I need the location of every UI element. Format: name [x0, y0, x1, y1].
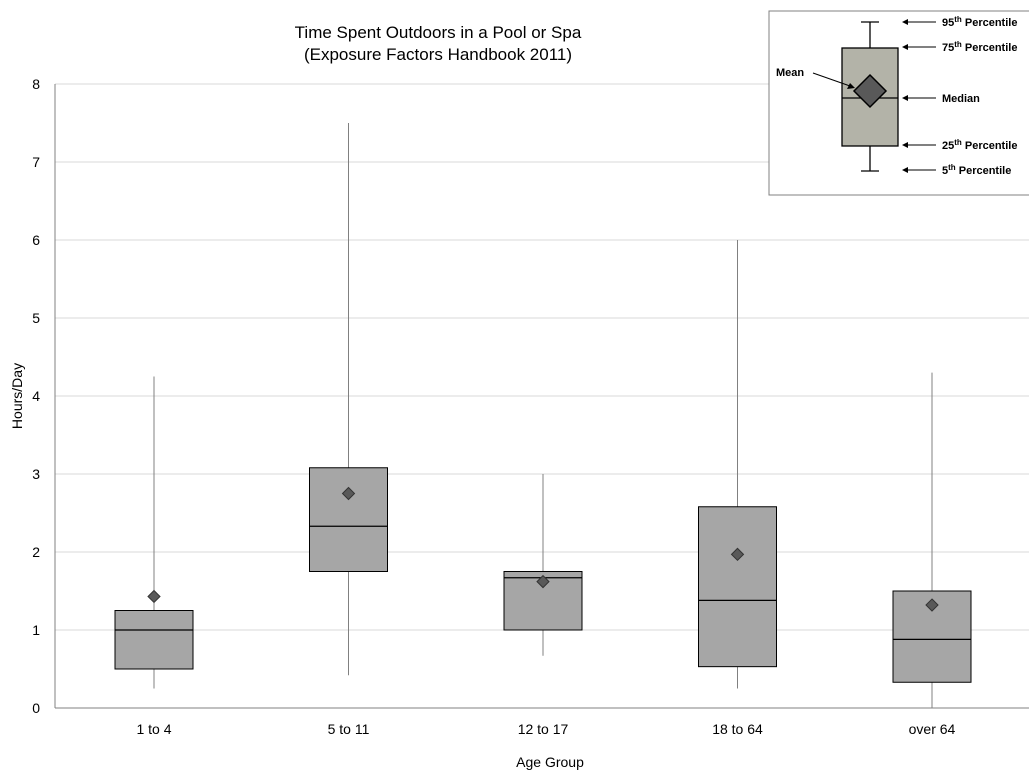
legend-label-median: Median [942, 93, 980, 105]
legend-arrowhead-p95 [902, 19, 908, 25]
y-tick-labels: 0 1 2 3 4 5 6 7 8 [32, 76, 40, 716]
y-axis-label: Hours/Day [9, 363, 25, 429]
x-tick-label: over 64 [909, 721, 956, 737]
x-tick-label: 1 to 4 [136, 721, 171, 737]
box-group [698, 240, 777, 689]
grid-lines [55, 83, 1029, 631]
mean-marker [536, 574, 550, 589]
y-tick-label: 6 [32, 232, 40, 248]
legend-arrowhead-mean [847, 83, 855, 89]
legend-arrow-mean [812, 72, 851, 87]
y-tick-label: 0 [32, 700, 40, 716]
y-tick-label: 2 [32, 544, 40, 560]
x-tick-label: 18 to 64 [712, 721, 763, 737]
legend-arrowhead-median [902, 95, 908, 101]
x-tick-label: 12 to 17 [518, 721, 569, 737]
legend-arrowhead-p25 [902, 142, 908, 148]
y-tick-label: 4 [32, 388, 40, 404]
legend-arrowhead-p5 [902, 167, 908, 173]
x-axis-label: Age Group [516, 754, 584, 770]
box-iqr [698, 506, 777, 668]
box-iqr [503, 571, 583, 631]
legend-arrowhead-p75 [902, 44, 908, 50]
chart-subtitle: (Exposure Factors Handbook 2011) [304, 45, 572, 64]
mean-marker [730, 547, 745, 562]
mean-marker [341, 486, 356, 501]
legend-label-p25: 25th Percentile [942, 138, 1017, 152]
y-tick-label: 8 [32, 76, 40, 92]
box-iqr [114, 610, 194, 670]
y-tick-label: 5 [32, 310, 40, 326]
box-group [892, 372, 972, 708]
box-group [309, 123, 388, 676]
chart-title: Time Spent Outdoors in a Pool or Spa [295, 23, 582, 42]
x-tick-label: 5 to 11 [328, 721, 370, 737]
y-tick-label: 1 [32, 622, 40, 638]
legend-label-p95: 95th Percentile [942, 15, 1017, 29]
legend-label-p75: 75th Percentile [942, 40, 1017, 54]
y-tick-label: 3 [32, 466, 40, 482]
mean-marker [925, 598, 939, 612]
box-series [114, 123, 972, 708]
box-group [503, 474, 583, 656]
mean-marker [147, 589, 161, 604]
legend-frame [768, 10, 1029, 196]
y-tick-label: 7 [32, 154, 40, 170]
legend-sample-mean-marker [852, 73, 888, 109]
x-tick-labels: 1 to 4 5 to 11 12 to 17 18 to 64 over 64 [136, 721, 955, 737]
box-group [114, 376, 194, 689]
legend-box: 95th Percentile 75th Percentile Median 2… [768, 10, 1029, 196]
legend-label-mean: Mean [776, 67, 804, 79]
legend-label-p5: 5th Percentile [942, 163, 1011, 177]
box-iqr [309, 467, 388, 573]
